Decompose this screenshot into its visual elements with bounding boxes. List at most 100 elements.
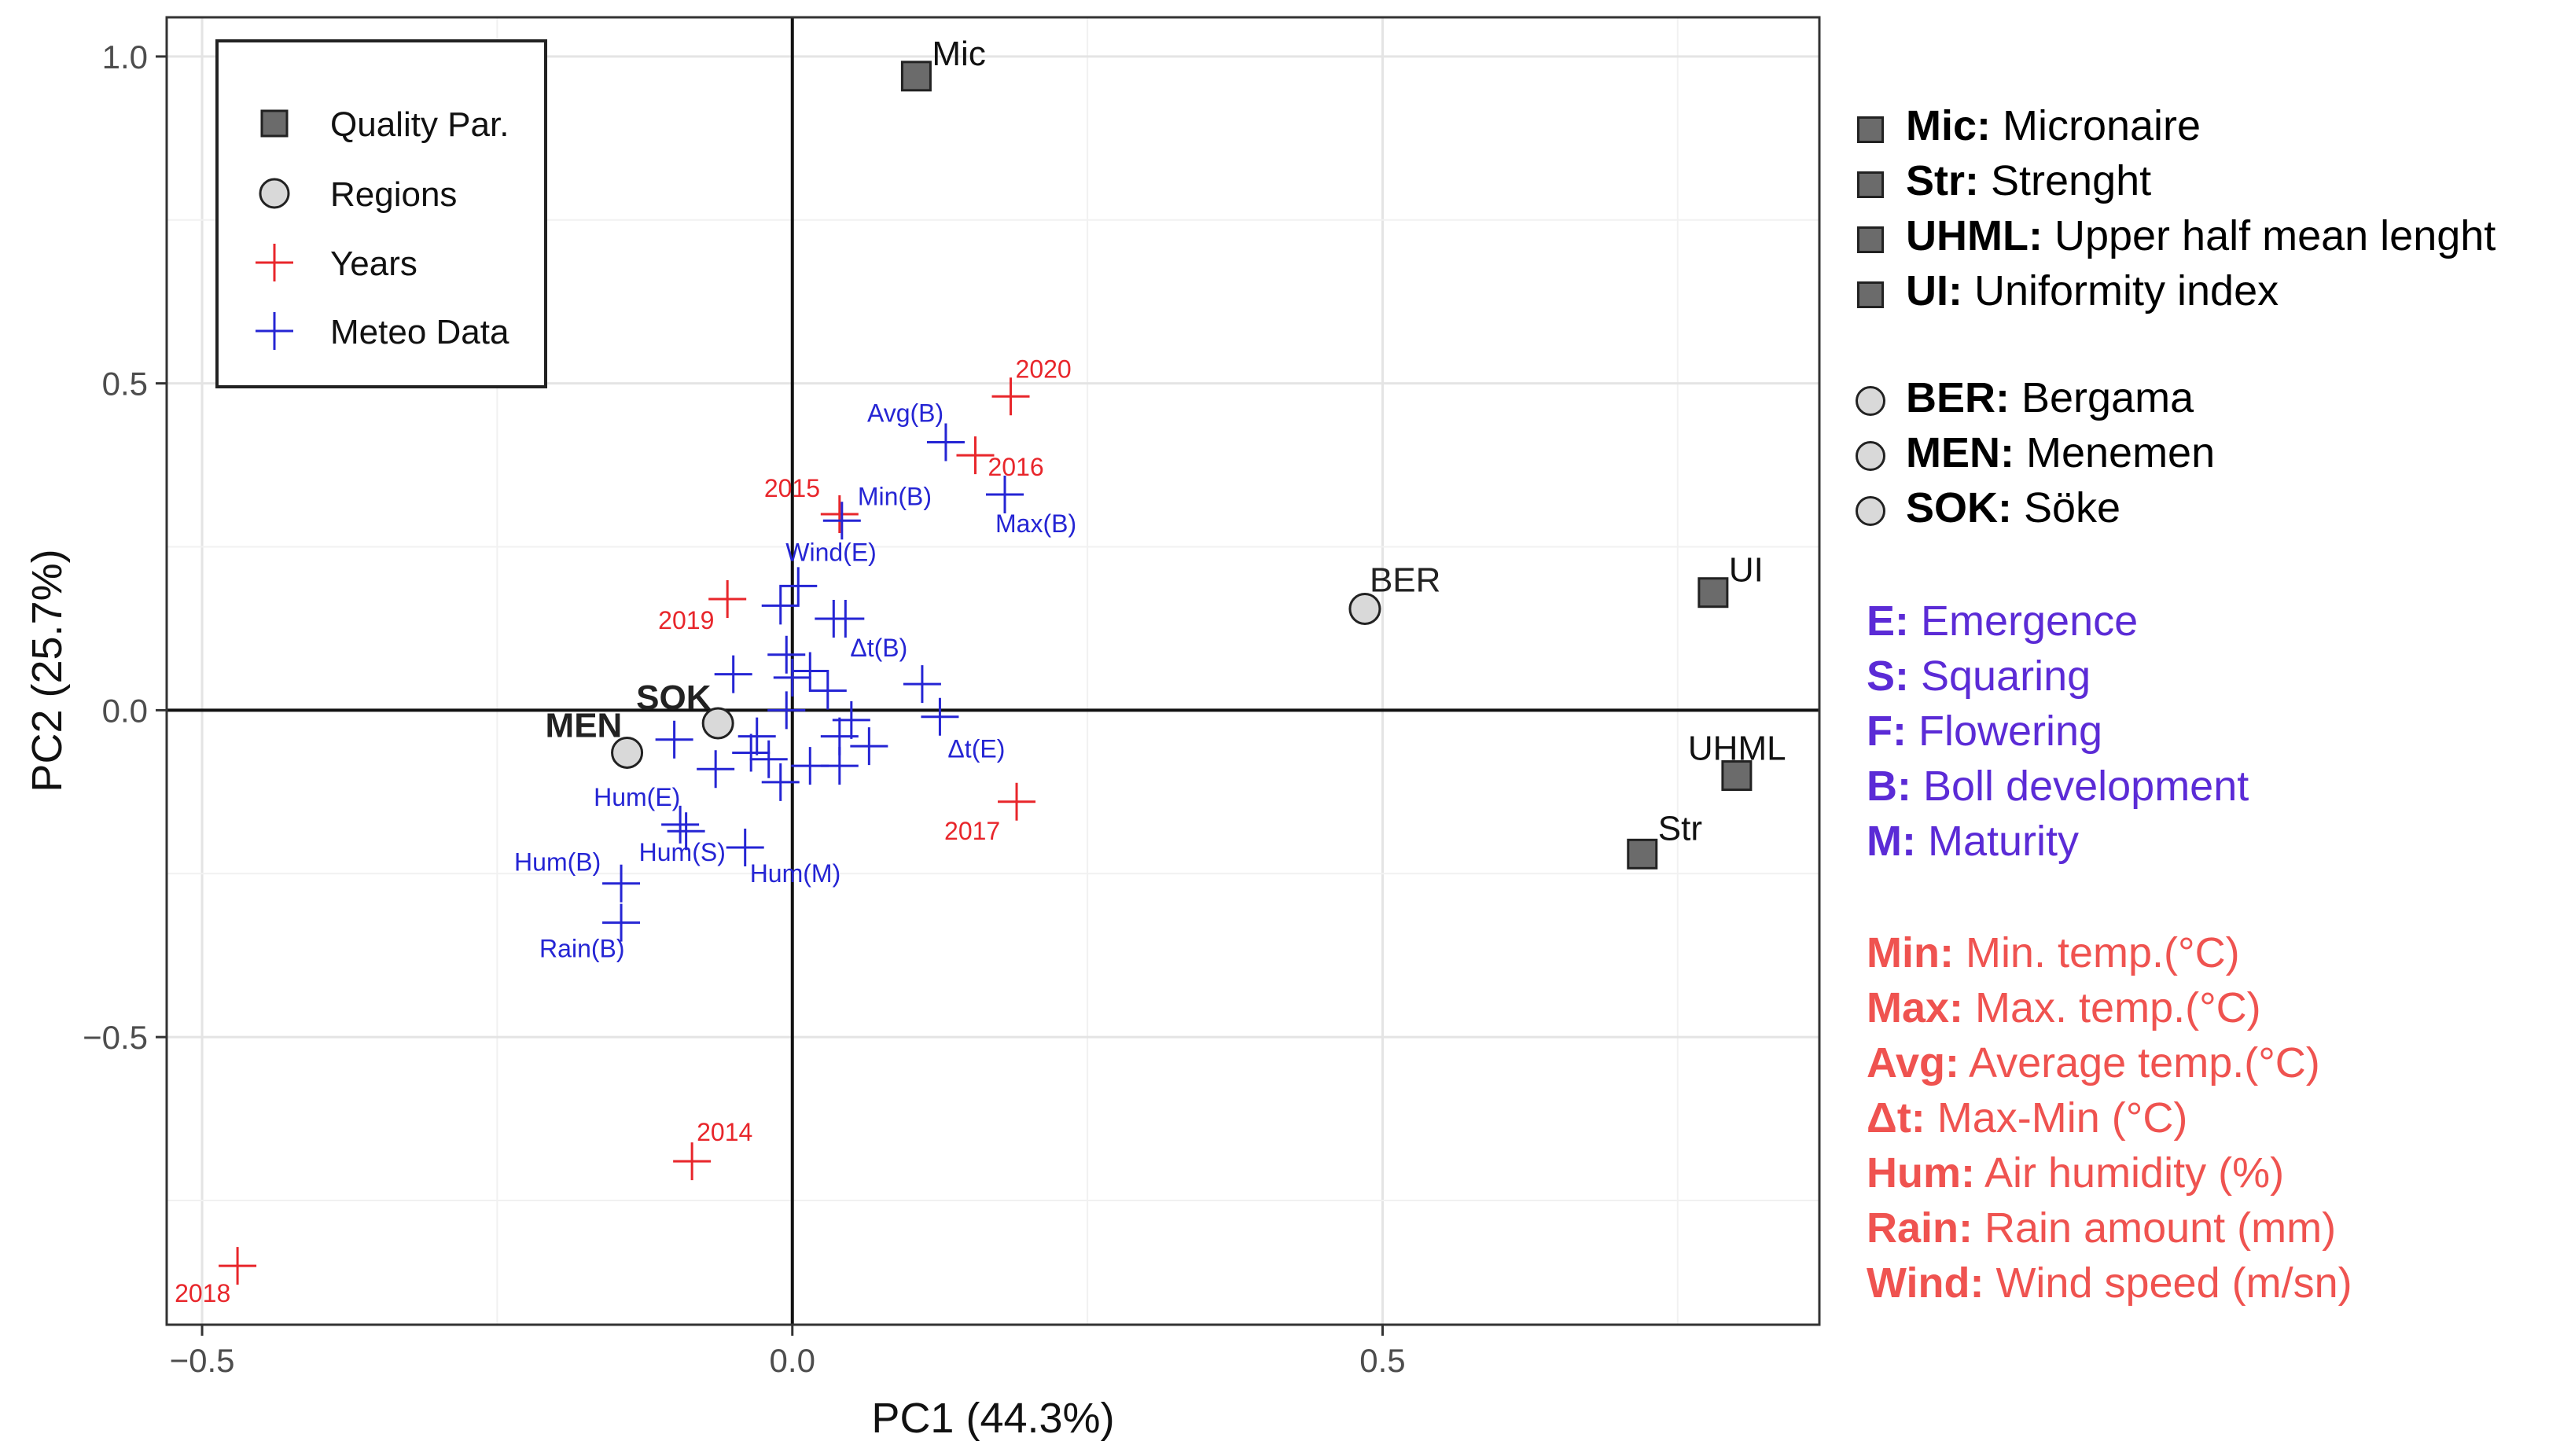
meteo-point-11 xyxy=(761,586,800,625)
meteo-point-24 xyxy=(655,720,693,759)
key-mic: Mic: Micronaire xyxy=(1848,101,2201,151)
x-tick-label: 0.5 xyxy=(1359,1342,1405,1379)
quality-point-str xyxy=(1627,838,1658,870)
key-sok: SOK: Söke xyxy=(1848,483,2120,533)
key-meteo-rain: Rain: Rain amount (mm) xyxy=(1867,1204,2337,1252)
year-point-2020 xyxy=(991,377,1030,416)
year-point-2016 xyxy=(956,436,995,475)
point-label-uhml: UHML xyxy=(1688,730,1786,768)
legend-label-regions: Regions xyxy=(330,175,457,214)
year-point-2018 xyxy=(219,1247,257,1285)
meteo-point-14 xyxy=(767,635,806,674)
point-label-2014: 2014 xyxy=(697,1118,752,1146)
meteo-point-max-b xyxy=(986,475,1024,513)
meteo-point-23 xyxy=(850,727,888,766)
y-tick-label: −0.5 xyxy=(83,1019,148,1056)
x-axis-title: PC1 (44.3%) xyxy=(871,1395,1114,1442)
legend: Quality Par. Regions Years Meteo Data xyxy=(215,39,547,388)
point-label-mic: Mic xyxy=(932,35,985,73)
meteo-point-27 xyxy=(697,750,735,789)
key-meteo-max: Max: Max. temp.(°C) xyxy=(1867,984,2261,1031)
meteo-point-wind-e xyxy=(779,567,818,605)
meteo-point-hum-m xyxy=(726,829,764,867)
point-label-sok: SOK xyxy=(636,678,712,717)
point-label-t-e: Δt(E) xyxy=(947,735,1005,763)
point-label-str: Str xyxy=(1658,809,1702,847)
year-point-2015 xyxy=(820,495,859,533)
meteo-point-18 xyxy=(903,665,941,704)
legend-square-icon xyxy=(260,109,289,138)
meteo-point-13 xyxy=(714,655,752,693)
data-marks: Mic UI UHML Str BER SOK MEN 2020 2016 2015 2019 201… xyxy=(175,35,1786,1307)
circle-icon xyxy=(1856,496,1885,526)
legend-label-meteo: Meteo Data xyxy=(330,313,509,351)
point-label-2020: 2020 xyxy=(1016,355,1072,383)
key-stage-s: S: Squaring xyxy=(1867,653,2091,700)
quality-point-mic xyxy=(900,61,932,92)
point-label-hum-b: Hum(B) xyxy=(514,848,601,877)
meteo-point-16 xyxy=(791,652,829,690)
key-meteo-hum: Hum: Air humidity (%) xyxy=(1867,1149,2285,1197)
point-label-2019: 2019 xyxy=(658,606,714,634)
point-label-rain-b: Rain(B) xyxy=(539,935,624,963)
region-point-sok xyxy=(701,707,734,740)
key-stage-e: E: Emergence xyxy=(1867,597,2139,645)
square-icon xyxy=(1857,226,1884,253)
meteo-point-26 xyxy=(749,740,788,778)
square-icon xyxy=(1857,171,1884,198)
axis-ticks: −0.5 0.0 0.5 −0.5 0.0 0.5 1.0 xyxy=(83,39,1406,1379)
point-label-2017: 2017 xyxy=(944,817,1000,845)
quality-point-ui xyxy=(1697,577,1729,609)
y-tick-label: 0.5 xyxy=(102,366,148,403)
point-label-2015: 2015 xyxy=(764,474,820,502)
point-label-2016: 2016 xyxy=(988,453,1043,481)
key-ber: BER: Bergama xyxy=(1848,373,2194,423)
key-str: Str: Strenght xyxy=(1848,156,2151,206)
y-tick-label: 0.0 xyxy=(102,692,148,729)
key-ui: UI: Uniformity index xyxy=(1848,266,2279,316)
meteo-point-hum-e xyxy=(661,805,700,844)
circle-icon xyxy=(1856,386,1885,416)
circle-icon xyxy=(1856,441,1885,471)
meteo-point-19 xyxy=(767,691,806,730)
point-label-min-b: Min(B) xyxy=(858,482,932,510)
key-uhml: UHML: Upper half mean lenght xyxy=(1848,211,2496,261)
quality-point-uhml xyxy=(1721,760,1753,792)
plot-border xyxy=(165,16,1821,1326)
year-point-2019 xyxy=(708,580,747,619)
meteo-point-rain-b xyxy=(602,903,641,942)
square-icon xyxy=(1857,116,1884,143)
key-stage-f: F: Flowering xyxy=(1867,708,2103,755)
meteo-point-17 xyxy=(808,671,847,710)
key-meteo-min: Min: Min. temp.(°C) xyxy=(1867,929,2240,976)
legend-circle-icon xyxy=(259,178,290,209)
meteo-point-hum-b xyxy=(602,864,641,903)
point-label-2018: 2018 xyxy=(175,1279,230,1307)
legend-box xyxy=(215,39,547,388)
point-label-hum-m: Hum(M) xyxy=(750,859,841,888)
x-tick-label: −0.5 xyxy=(170,1342,235,1379)
key-meteo-avg: Avg: Average temp.(°C) xyxy=(1867,1039,2320,1086)
abbreviation-key: Mic: Micronaire Str: Strenght UHML: Uppe… xyxy=(1848,0,2555,1456)
meteo-point-hum-s xyxy=(667,812,705,851)
point-label-t-b: Δt(B) xyxy=(850,634,907,662)
key-men: MEN: Menemen xyxy=(1848,428,2215,478)
point-label-hum-e: Hum(E) xyxy=(594,783,680,811)
point-label-max-b: Max(B) xyxy=(995,509,1076,538)
meteo-point-t-e xyxy=(921,697,959,736)
point-label-ber: BER xyxy=(1370,561,1440,600)
legend-label-years: Years xyxy=(330,245,417,283)
year-point-2014 xyxy=(673,1142,712,1181)
key-meteo-wind: Wind: Wind speed (m/sn) xyxy=(1867,1259,2352,1307)
point-label-ui: UI xyxy=(1729,551,1764,590)
region-point-ber xyxy=(1348,593,1381,626)
region-point-men xyxy=(611,736,644,769)
key-stage-b: B: Boll development xyxy=(1867,763,2249,810)
meteo-point-20 xyxy=(737,717,776,756)
point-label-wind-e: Wind(E) xyxy=(785,538,877,566)
point-label-hum-s: Hum(S) xyxy=(639,838,726,866)
year-point-2017 xyxy=(998,782,1036,821)
meteo-point-29 xyxy=(820,747,859,785)
legend-plus-red-icon xyxy=(256,244,293,281)
key-meteo-dt: Δt: Max-Min (°C) xyxy=(1867,1094,2188,1142)
